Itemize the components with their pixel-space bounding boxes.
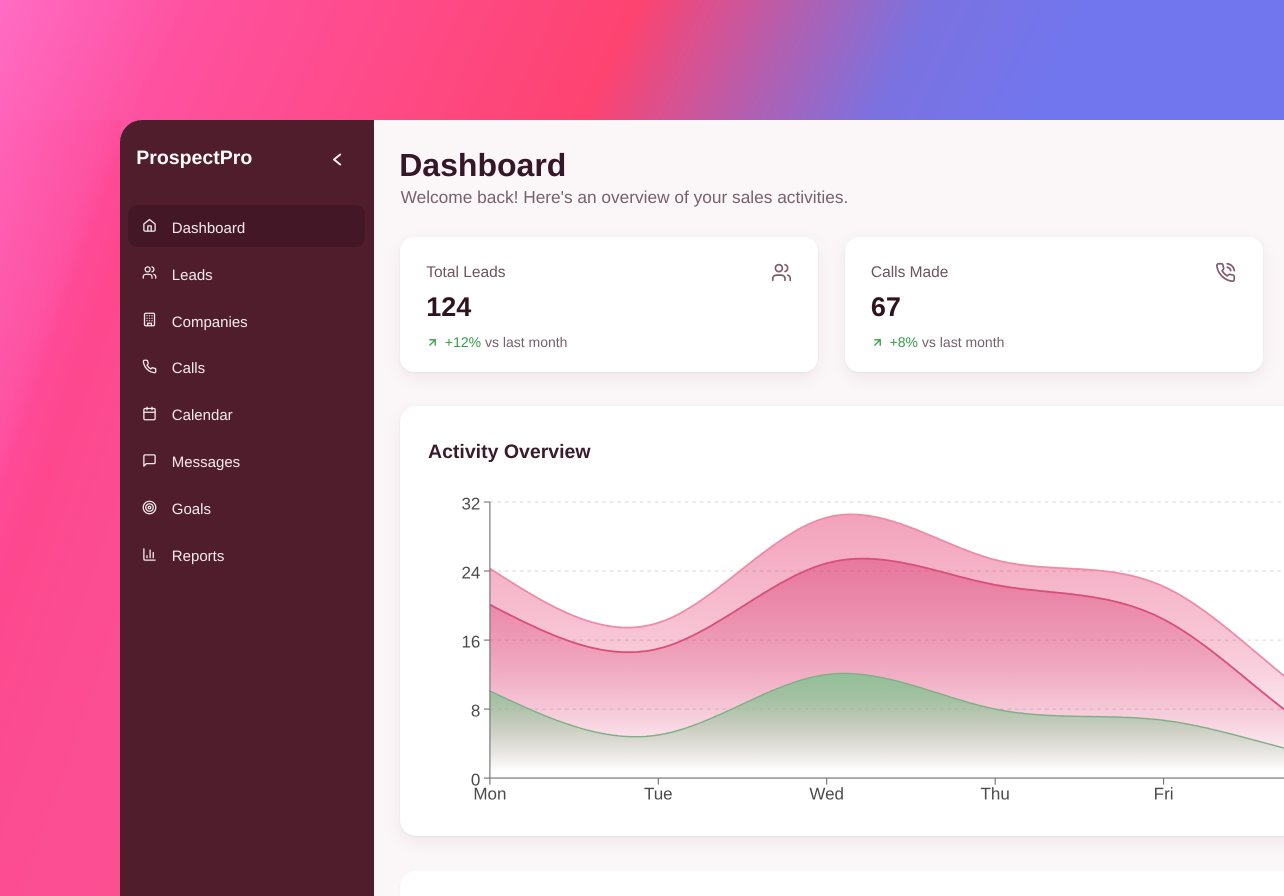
svg-text:32: 32 [462,494,481,513]
svg-text:Fri: Fri [1154,784,1174,803]
svg-text:24: 24 [462,563,481,582]
svg-text:0: 0 [471,770,480,789]
svg-text:Thu: Thu [981,784,1010,803]
svg-text:8: 8 [471,701,480,720]
svg-text:16: 16 [462,632,481,651]
svg-text:Wed: Wed [810,784,845,803]
svg-text:Tue: Tue [644,784,673,803]
svg-text:Mon: Mon [474,784,507,803]
